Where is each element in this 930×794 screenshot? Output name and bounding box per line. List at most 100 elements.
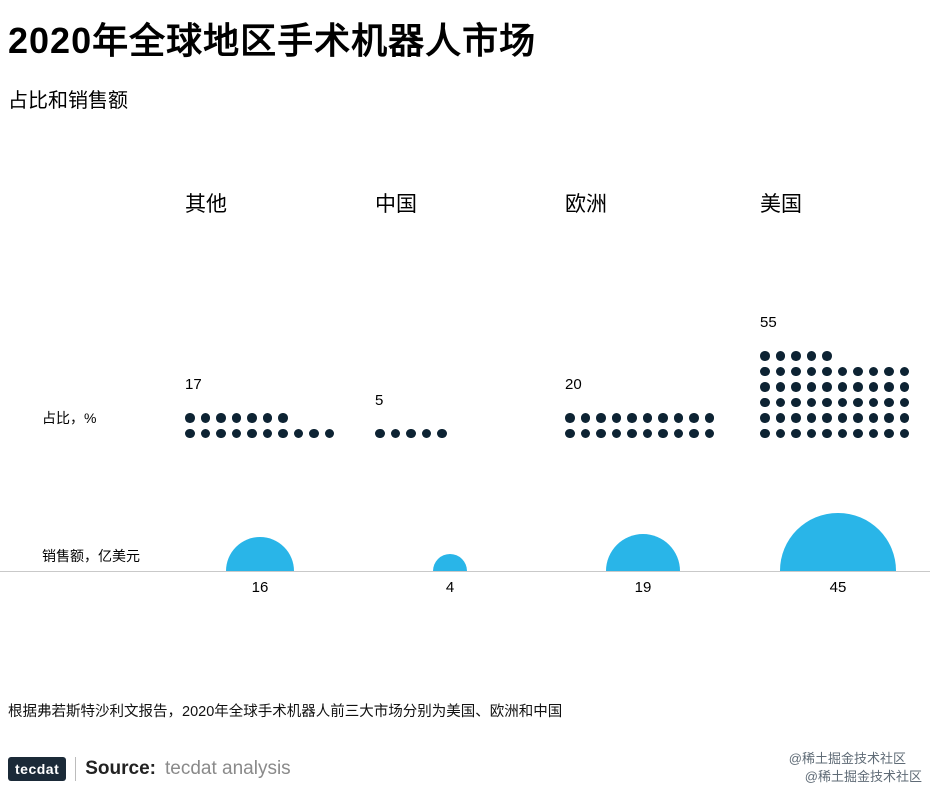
dot <box>760 413 770 423</box>
category-label: 美国 <box>760 193 802 216</box>
dot <box>596 428 606 438</box>
dot <box>822 382 832 392</box>
dot <box>216 413 226 423</box>
dot <box>775 428 785 438</box>
dot <box>627 413 637 423</box>
dot <box>760 397 770 407</box>
dot <box>760 351 770 361</box>
dot <box>200 428 210 438</box>
dot <box>200 413 210 423</box>
dot <box>760 382 770 392</box>
dot <box>868 397 878 407</box>
dot <box>406 428 416 438</box>
sales-axis-label: 销售额，亿美元 <box>42 548 140 564</box>
source-value: tecdat analysis <box>164 758 291 779</box>
dot <box>868 413 878 423</box>
watermark: @稀土掘金技术社区 <box>804 769 922 784</box>
divider <box>75 757 77 781</box>
dot <box>760 366 770 376</box>
dot <box>262 428 272 438</box>
source-label: Source: <box>85 758 156 779</box>
dot <box>884 428 894 438</box>
baseline <box>0 571 930 572</box>
dot <box>775 366 785 376</box>
dot <box>278 428 288 438</box>
dot <box>837 397 847 407</box>
dot <box>775 397 785 407</box>
dot <box>775 382 785 392</box>
dot <box>853 382 863 392</box>
dot <box>822 413 832 423</box>
dot <box>565 428 575 438</box>
dot <box>627 428 637 438</box>
dot <box>853 366 863 376</box>
dot-row <box>760 410 909 426</box>
category-label: 中国 <box>375 193 417 216</box>
dot <box>775 351 785 361</box>
dot <box>611 413 621 423</box>
dot <box>247 413 257 423</box>
page-title: 2020年全球地区手术机器人市场 <box>8 20 537 61</box>
dot <box>868 428 878 438</box>
dot <box>658 413 668 423</box>
share-value: 55 <box>760 314 777 331</box>
dot <box>375 428 385 438</box>
dot <box>216 428 226 438</box>
dot-row <box>185 410 334 426</box>
dot <box>853 428 863 438</box>
dot <box>806 382 816 392</box>
page-subtitle: 占比和销售额 <box>8 90 128 112</box>
dot-grid <box>760 348 909 441</box>
sales-bubble <box>432 553 468 571</box>
dot <box>899 382 909 392</box>
dot <box>837 428 847 438</box>
dot <box>868 366 878 376</box>
dot <box>673 413 683 423</box>
share-axis-label: 占比，% <box>42 410 97 426</box>
dot <box>853 397 863 407</box>
category-label: 其他 <box>185 193 227 216</box>
dot <box>642 428 652 438</box>
dot <box>853 413 863 423</box>
dot <box>791 413 801 423</box>
dot <box>247 428 257 438</box>
dot <box>822 428 832 438</box>
dot <box>421 428 431 438</box>
dot <box>775 413 785 423</box>
dot <box>262 413 272 423</box>
watermark: @稀土掘金技术社区 <box>788 751 906 766</box>
sales-value: 19 <box>634 579 652 596</box>
dot-row <box>565 426 714 442</box>
source-bar: tecdat Source: tecdat analysis <box>8 757 291 781</box>
dot <box>837 366 847 376</box>
dot <box>884 366 894 376</box>
dot <box>231 428 241 438</box>
dot <box>309 428 319 438</box>
dot <box>822 366 832 376</box>
dot <box>673 428 683 438</box>
sales-value: 4 <box>445 579 455 596</box>
dot <box>791 397 801 407</box>
dot <box>791 351 801 361</box>
dot <box>760 428 770 438</box>
dot-grid <box>565 410 714 441</box>
dot <box>689 428 699 438</box>
dot <box>868 382 878 392</box>
dot <box>791 366 801 376</box>
tecdat-logo: tecdat <box>8 757 67 781</box>
dot <box>837 382 847 392</box>
sales-value: 45 <box>829 579 847 596</box>
dot <box>704 413 714 423</box>
dot <box>231 413 241 423</box>
sales-bubble <box>780 513 896 571</box>
dot <box>185 413 195 423</box>
dot <box>565 413 575 423</box>
dot <box>899 428 909 438</box>
dot <box>658 428 668 438</box>
dot <box>884 397 894 407</box>
dot <box>806 351 816 361</box>
dot-row <box>185 426 334 442</box>
sales-bubble <box>225 536 295 571</box>
footnote: 根据弗若斯特沙利文报告，2020年全球手术机器人前三大市场分别为美国、欧洲和中国 <box>8 704 563 720</box>
dot <box>437 428 447 438</box>
